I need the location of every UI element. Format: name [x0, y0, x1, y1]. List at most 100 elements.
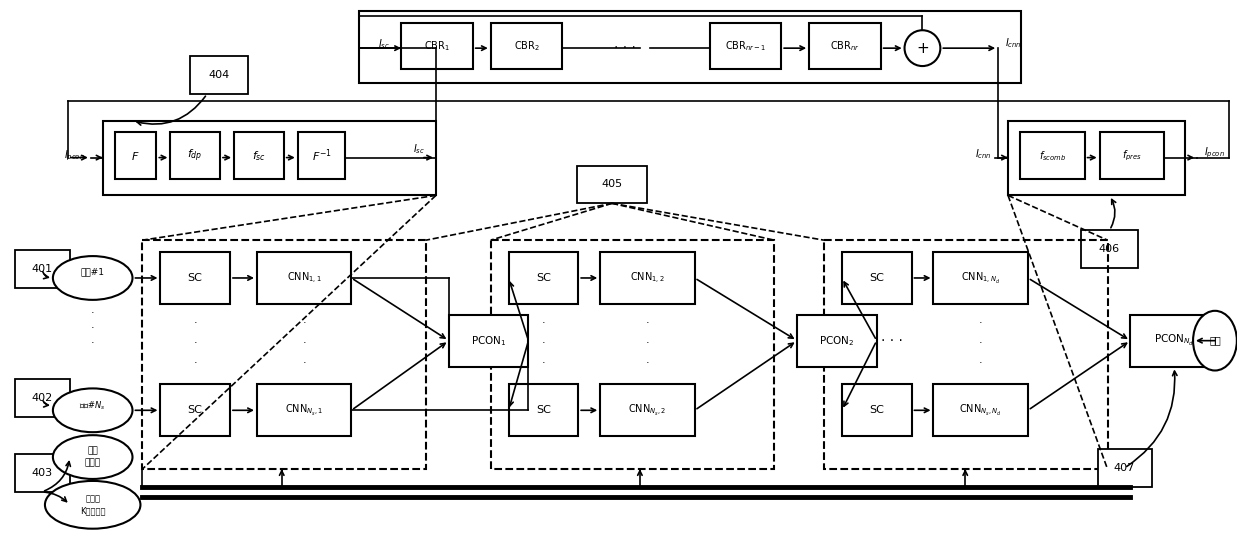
Text: .: . — [542, 314, 546, 325]
Text: 输出: 输出 — [1209, 336, 1221, 346]
Bar — [842, 252, 911, 304]
Text: $f_{pres}$: $f_{pres}$ — [1122, 149, 1142, 163]
Bar — [491, 240, 774, 469]
Text: .: . — [303, 335, 306, 345]
Text: .: . — [978, 354, 982, 365]
Text: .: . — [542, 354, 546, 365]
Text: .: . — [646, 335, 650, 345]
Bar — [257, 384, 351, 436]
Text: CNN$_{N_s,1}$: CNN$_{N_s,1}$ — [285, 403, 324, 418]
Text: SC: SC — [536, 405, 551, 416]
Text: CBR$_2$: CBR$_2$ — [513, 39, 539, 53]
Bar — [1131, 315, 1218, 366]
Text: .: . — [978, 335, 982, 345]
Bar — [298, 132, 346, 180]
Text: .: . — [193, 314, 197, 325]
Bar — [934, 252, 1028, 304]
Text: $I_{cnn}$: $I_{cnn}$ — [975, 147, 992, 161]
Bar — [160, 384, 229, 436]
Bar — [600, 252, 694, 304]
Text: CBR$_{nr}$: CBR$_{nr}$ — [830, 39, 859, 53]
Text: PCON$_{N_d}$: PCON$_{N_d}$ — [1154, 333, 1194, 348]
Bar — [808, 23, 880, 69]
Text: CNN$_{1,N_d}$: CNN$_{1,N_d}$ — [961, 270, 1001, 286]
Text: CNN$_{1,2}$: CNN$_{1,2}$ — [630, 270, 665, 286]
Text: PCON$_2$: PCON$_2$ — [820, 334, 854, 348]
Bar — [1097, 449, 1152, 487]
Bar — [15, 379, 69, 417]
Text: .: . — [978, 314, 982, 325]
Bar — [797, 315, 877, 366]
Text: $I_{sc}$: $I_{sc}$ — [378, 37, 391, 51]
Text: 404: 404 — [208, 70, 229, 80]
Text: .: . — [875, 314, 878, 325]
Text: .: . — [875, 335, 878, 345]
Bar — [577, 165, 647, 203]
Bar — [842, 384, 911, 436]
Text: 卷积核: 卷积核 — [84, 459, 100, 467]
Bar — [360, 11, 1021, 83]
Bar — [449, 315, 528, 366]
Text: SC: SC — [869, 405, 884, 416]
Text: · · ·: · · · — [614, 41, 636, 55]
Text: 输入#1: 输入#1 — [81, 268, 104, 276]
Text: .: . — [303, 314, 306, 325]
Text: 输入#$N_s$: 输入#$N_s$ — [79, 399, 107, 412]
Text: .: . — [646, 354, 650, 365]
Ellipse shape — [45, 481, 140, 529]
Text: .: . — [193, 335, 197, 345]
Text: .: . — [875, 354, 878, 365]
Bar — [934, 384, 1028, 436]
Ellipse shape — [53, 435, 133, 479]
Bar — [823, 240, 1107, 469]
Bar — [1008, 121, 1185, 195]
Bar — [15, 454, 69, 492]
Text: .: . — [193, 354, 197, 365]
Text: +: + — [916, 40, 929, 56]
Text: .: . — [91, 335, 94, 345]
Bar — [1021, 132, 1085, 180]
Text: 405: 405 — [601, 180, 622, 189]
Text: $F^{-1}$: $F^{-1}$ — [311, 147, 331, 164]
Text: $I_{sc}$: $I_{sc}$ — [413, 142, 425, 156]
Text: CNN$_{1,1}$: CNN$_{1,1}$ — [286, 270, 321, 286]
Bar — [401, 23, 472, 69]
Text: K空间数据: K空间数据 — [79, 506, 105, 515]
Bar — [508, 252, 578, 304]
Text: .: . — [646, 314, 650, 325]
Text: CBR$_1$: CBR$_1$ — [424, 39, 450, 53]
Text: $I_{cnn}$: $I_{cnn}$ — [1004, 36, 1022, 50]
Text: CNN$_{N_s,2}$: CNN$_{N_s,2}$ — [629, 403, 667, 418]
Bar — [190, 56, 248, 94]
Bar — [160, 252, 229, 304]
Bar — [508, 384, 578, 436]
Text: 401: 401 — [31, 264, 52, 274]
Text: .: . — [542, 335, 546, 345]
Text: PCON$_1$: PCON$_1$ — [471, 334, 506, 348]
Text: 自洽: 自洽 — [87, 447, 98, 455]
Text: $f_{sc}$: $f_{sc}$ — [252, 149, 265, 163]
Text: 402: 402 — [31, 393, 52, 403]
Text: CBR$_{nr-1}$: CBR$_{nr-1}$ — [724, 39, 766, 53]
Bar — [600, 384, 694, 436]
Text: SC: SC — [869, 273, 884, 283]
Bar — [103, 121, 436, 195]
Text: · · ·: · · · — [880, 334, 903, 348]
Text: SC: SC — [187, 273, 202, 283]
Ellipse shape — [1193, 311, 1236, 371]
Text: 403: 403 — [31, 468, 52, 478]
Bar — [257, 252, 351, 304]
Ellipse shape — [53, 388, 133, 432]
Text: SC: SC — [536, 273, 551, 283]
Text: $F$: $F$ — [131, 150, 140, 162]
Bar — [234, 132, 284, 180]
Bar — [491, 23, 562, 69]
Text: .: . — [303, 354, 306, 365]
Ellipse shape — [904, 30, 940, 66]
Bar — [114, 132, 156, 180]
Bar — [1080, 230, 1138, 268]
Text: $f_{dp}$: $f_{dp}$ — [187, 147, 203, 164]
Bar — [709, 23, 781, 69]
Text: SC: SC — [187, 405, 202, 416]
Text: .: . — [91, 320, 94, 330]
